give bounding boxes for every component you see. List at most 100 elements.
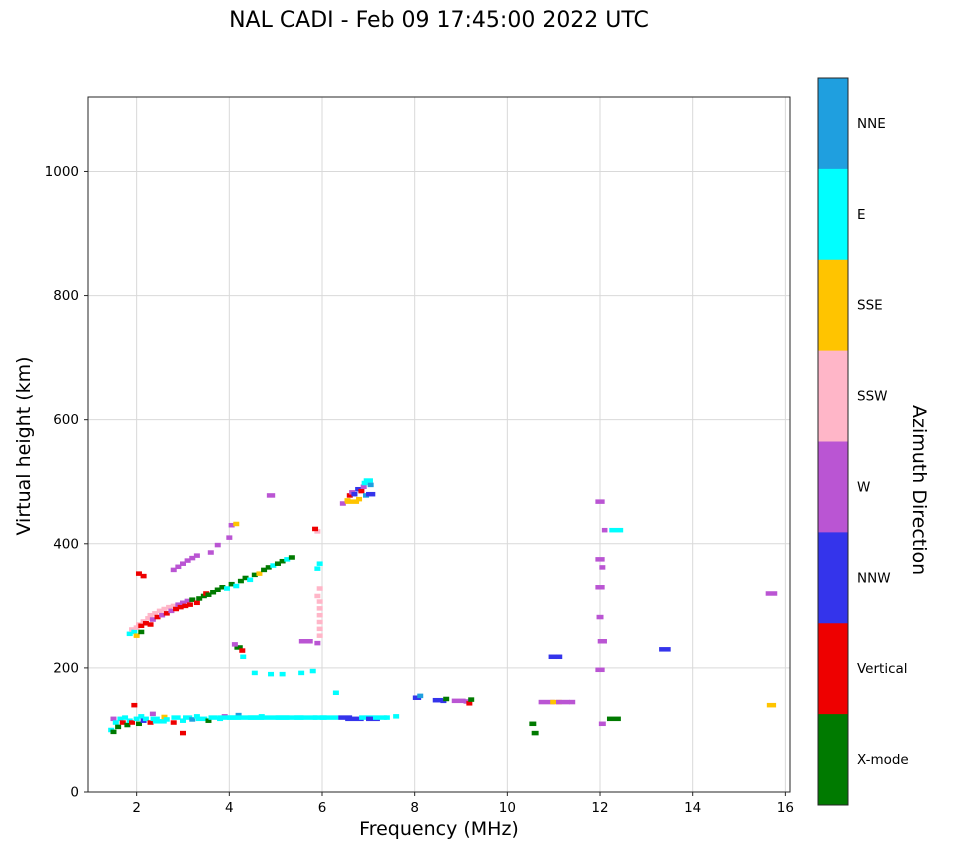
- data-point-x-mode: [110, 729, 117, 735]
- data-point-vertical: [154, 614, 161, 620]
- data-point-ssw: [314, 593, 321, 599]
- data-point-e: [284, 557, 291, 562]
- data-point-sse: [345, 499, 360, 504]
- data-point-x-mode: [214, 587, 221, 593]
- data-point-vertical: [170, 720, 177, 725]
- data-point-nnw: [556, 654, 563, 660]
- colorbar-label: Azimuth Direction: [908, 404, 930, 576]
- data-point-w: [595, 585, 605, 590]
- data-point-vertical: [182, 603, 189, 609]
- data-point-e: [233, 583, 240, 589]
- data-point-ssw: [316, 626, 323, 632]
- colorbar-tick-label-nne: NNE: [857, 116, 886, 132]
- data-point-e: [319, 715, 339, 720]
- data-point-w: [598, 721, 606, 727]
- data-point-e: [179, 718, 186, 723]
- data-point-x-mode: [274, 561, 281, 566]
- data-point-e: [298, 670, 305, 676]
- data-point-w: [175, 602, 182, 607]
- data-points: [108, 478, 778, 736]
- data-point-nnw: [432, 697, 443, 703]
- y-axis-label: Virtual height (km): [13, 356, 35, 536]
- x-tick-label: 16: [777, 800, 794, 816]
- data-point-e: [270, 563, 277, 568]
- data-point-vertical: [186, 602, 193, 607]
- colorbar-swatch-vertical: [818, 623, 848, 715]
- colorbar-tick-label-ssw: SSW: [857, 389, 888, 405]
- x-axis-label: Frequency (MHz): [359, 818, 519, 840]
- colorbar-tick-label-x-mode: X-mode: [857, 752, 909, 768]
- data-point-vertical: [119, 720, 126, 725]
- colorbar-tick-label-sse: SSE: [857, 298, 883, 314]
- x-tick-label: 10: [499, 800, 516, 816]
- data-point-e: [251, 670, 258, 676]
- data-point-w: [226, 535, 233, 540]
- data-point-ssw: [314, 529, 321, 534]
- data-point-e: [240, 654, 247, 660]
- y-tick-label: 200: [53, 660, 79, 676]
- data-point-nnw: [355, 486, 362, 492]
- data-point-vertical: [346, 493, 353, 498]
- grid: [88, 97, 790, 793]
- data-point-vertical: [163, 611, 170, 616]
- data-point-w: [207, 550, 214, 555]
- data-point-x-mode: [189, 597, 196, 602]
- data-point-vertical: [135, 571, 142, 576]
- data-point-w: [266, 493, 276, 498]
- data-point-w: [298, 639, 313, 644]
- data-point-w: [159, 612, 166, 618]
- data-point-x-mode: [196, 596, 203, 601]
- x-tick-label: 2: [132, 800, 141, 816]
- y-tick-label: 1000: [45, 164, 79, 180]
- data-point-ssw: [156, 608, 163, 614]
- data-point-ssw: [316, 586, 323, 591]
- x-tick-label: 4: [225, 800, 234, 816]
- chart-title: NAL CADI - Feb 09 17:45:00 2022 UTC: [229, 8, 649, 33]
- data-point-ssw: [316, 619, 323, 625]
- data-point-w: [170, 567, 177, 573]
- data-point-e: [138, 714, 145, 719]
- data-point-sse: [161, 714, 168, 720]
- data-point-w: [360, 484, 367, 489]
- data-point-e: [131, 629, 138, 635]
- data-point-w: [179, 600, 186, 606]
- data-point-x-mode: [219, 585, 226, 590]
- data-point-x-mode: [115, 724, 122, 730]
- colorbar-swatch-sse: [818, 259, 848, 352]
- data-point-sse: [256, 571, 263, 576]
- data-point-ssw: [166, 604, 173, 610]
- data-point-e: [279, 671, 286, 677]
- data-point-e: [361, 480, 368, 486]
- data-point-nnw: [659, 647, 671, 652]
- data-point-x-mode: [606, 716, 621, 722]
- data-point-w: [314, 640, 321, 646]
- data-point-e: [182, 715, 193, 720]
- data-point-w: [538, 699, 555, 705]
- data-point-vertical: [466, 701, 473, 706]
- data-point-e: [117, 716, 124, 722]
- data-point-vertical: [173, 606, 180, 612]
- data-point-w: [175, 564, 182, 570]
- data-point-x-mode: [135, 721, 142, 727]
- data-point-e: [609, 527, 624, 533]
- data-point-ssw: [316, 633, 323, 638]
- colorbar-swatch-nne: [818, 78, 848, 170]
- colorbar-swatch-e: [818, 168, 848, 261]
- data-point-e: [309, 668, 316, 674]
- data-point-sse: [233, 521, 240, 527]
- data-point-e: [195, 716, 208, 722]
- data-point-w: [189, 555, 196, 561]
- data-point-w: [184, 598, 191, 604]
- data-point-vertical: [142, 621, 149, 626]
- data-point-x-mode: [210, 589, 217, 595]
- y-tick-label: 800: [53, 288, 79, 304]
- data-point-x-mode: [237, 578, 244, 584]
- data-point-ssw: [152, 611, 159, 616]
- colorbar-tick-label-nnw: NNW: [857, 570, 891, 586]
- colorbar-tick-label-e: E: [857, 207, 866, 223]
- data-point-ssw: [316, 612, 323, 618]
- data-point-sse: [133, 633, 140, 638]
- data-point-x-mode: [205, 592, 212, 597]
- data-point-w: [179, 561, 186, 566]
